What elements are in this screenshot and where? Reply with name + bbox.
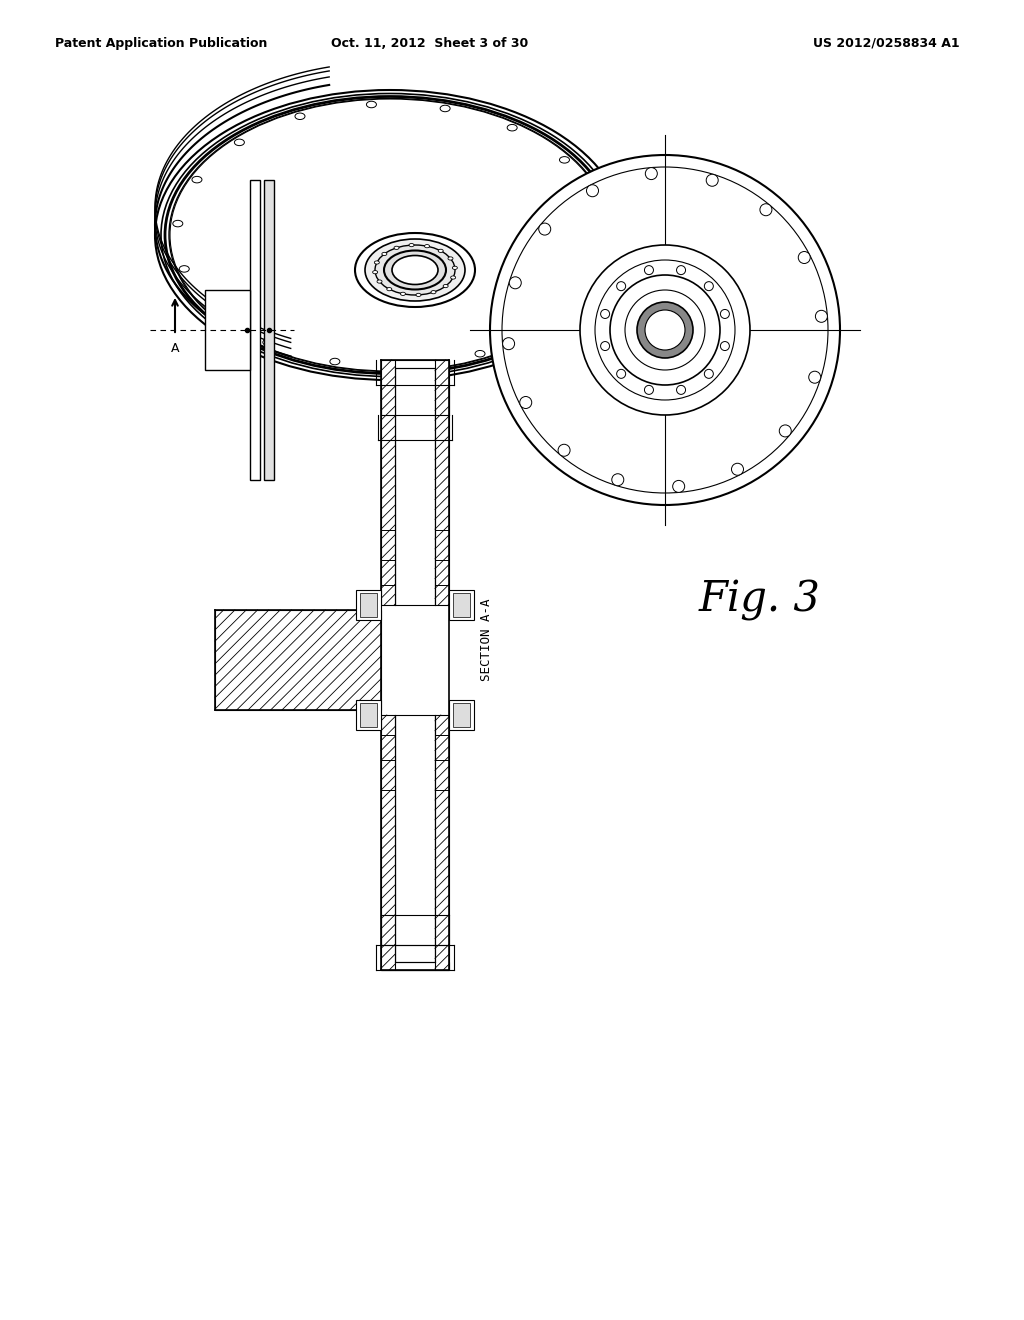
Ellipse shape — [507, 124, 517, 131]
Ellipse shape — [392, 256, 438, 285]
Ellipse shape — [416, 293, 421, 297]
Circle shape — [645, 310, 685, 350]
Ellipse shape — [355, 234, 475, 308]
Circle shape — [644, 265, 653, 275]
Ellipse shape — [263, 339, 272, 346]
Circle shape — [677, 265, 685, 275]
Bar — [435, 715, 449, 970]
Circle shape — [645, 168, 657, 180]
Bar — [395, 360, 435, 605]
Ellipse shape — [387, 288, 392, 290]
Ellipse shape — [431, 290, 436, 294]
Ellipse shape — [453, 267, 458, 269]
Ellipse shape — [179, 265, 189, 272]
Ellipse shape — [377, 280, 382, 284]
Ellipse shape — [155, 90, 625, 380]
Ellipse shape — [367, 102, 377, 108]
Circle shape — [815, 310, 827, 322]
Ellipse shape — [591, 198, 601, 205]
Bar — [381, 360, 449, 368]
Bar — [381, 360, 395, 605]
Ellipse shape — [375, 246, 455, 294]
Circle shape — [721, 309, 729, 318]
Text: A: A — [171, 342, 179, 355]
Ellipse shape — [403, 362, 414, 368]
Circle shape — [616, 370, 626, 379]
Ellipse shape — [394, 247, 399, 249]
Circle shape — [637, 302, 693, 358]
Circle shape — [611, 474, 624, 486]
Ellipse shape — [382, 252, 387, 256]
Bar — [381, 715, 395, 970]
Bar — [250, 180, 260, 480]
Text: Oct. 11, 2012  Sheet 3 of 30: Oct. 11, 2012 Sheet 3 of 30 — [332, 37, 528, 50]
Text: Patent Application Publication: Patent Application Publication — [55, 37, 267, 50]
Circle shape — [587, 185, 598, 197]
Bar — [356, 700, 381, 730]
Circle shape — [799, 252, 810, 264]
Ellipse shape — [438, 249, 443, 252]
Bar — [395, 715, 435, 970]
Ellipse shape — [234, 139, 245, 145]
Circle shape — [721, 342, 729, 351]
Ellipse shape — [295, 114, 305, 120]
Text: US 2012/0258834 A1: US 2012/0258834 A1 — [813, 37, 961, 50]
Circle shape — [673, 480, 685, 492]
Ellipse shape — [447, 257, 453, 260]
Bar — [435, 360, 449, 605]
Circle shape — [520, 396, 531, 408]
Circle shape — [809, 371, 820, 383]
Circle shape — [705, 370, 714, 379]
Ellipse shape — [373, 271, 378, 273]
Ellipse shape — [597, 243, 607, 249]
Circle shape — [760, 203, 772, 215]
Bar — [381, 962, 449, 970]
Text: Fig. 3: Fig. 3 — [699, 579, 821, 620]
Circle shape — [601, 309, 609, 318]
Circle shape — [707, 174, 718, 186]
Bar — [356, 590, 381, 620]
Ellipse shape — [578, 288, 588, 293]
Circle shape — [677, 385, 685, 395]
Ellipse shape — [400, 292, 406, 296]
Bar — [453, 593, 470, 616]
Ellipse shape — [559, 157, 569, 164]
Bar — [205, 290, 250, 370]
Ellipse shape — [443, 285, 449, 288]
Circle shape — [731, 463, 743, 475]
Circle shape — [490, 154, 840, 506]
Bar — [215, 610, 381, 710]
Bar — [449, 590, 474, 620]
Circle shape — [644, 385, 653, 395]
Circle shape — [779, 425, 792, 437]
Ellipse shape — [475, 351, 485, 356]
Ellipse shape — [536, 325, 546, 331]
Circle shape — [539, 223, 551, 235]
Ellipse shape — [211, 306, 220, 313]
Ellipse shape — [384, 251, 446, 289]
Ellipse shape — [440, 106, 451, 112]
Circle shape — [503, 338, 515, 350]
Ellipse shape — [375, 261, 379, 264]
Circle shape — [616, 281, 626, 290]
Circle shape — [705, 281, 714, 290]
Ellipse shape — [451, 276, 456, 279]
Circle shape — [509, 277, 521, 289]
Ellipse shape — [409, 243, 414, 247]
Bar — [264, 180, 274, 480]
Bar — [360, 704, 377, 727]
Ellipse shape — [330, 358, 340, 364]
Circle shape — [580, 246, 750, 414]
Bar — [449, 700, 474, 730]
Ellipse shape — [365, 239, 465, 301]
Ellipse shape — [425, 244, 429, 248]
Ellipse shape — [191, 177, 202, 183]
Circle shape — [558, 445, 570, 457]
Ellipse shape — [173, 220, 183, 227]
Text: SECTION A-A: SECTION A-A — [480, 599, 493, 681]
Circle shape — [601, 342, 609, 351]
Bar — [360, 593, 377, 616]
Ellipse shape — [170, 99, 610, 371]
Bar — [453, 704, 470, 727]
